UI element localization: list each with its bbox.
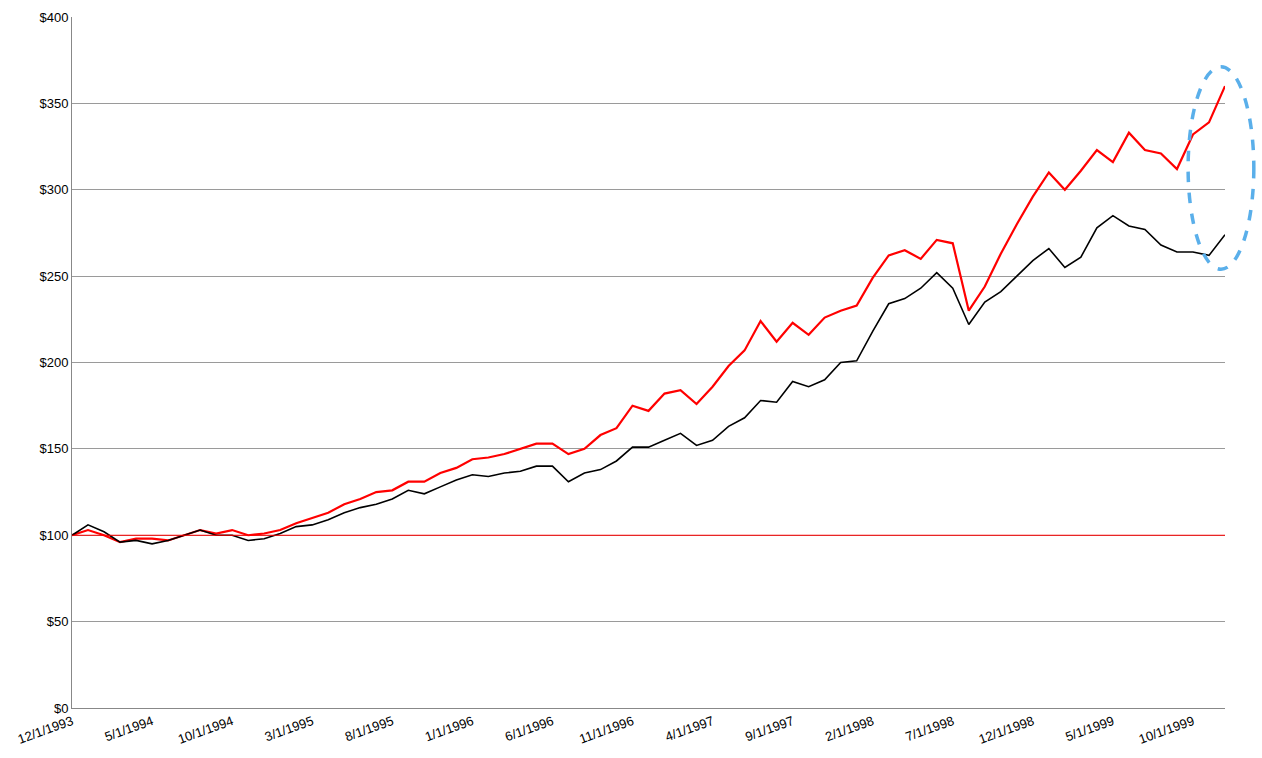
svg-text:5/1/1999: 5/1/1999 [1063,713,1116,744]
svg-text:$250: $250 [39,269,68,284]
svg-text:11/1/1996: 11/1/1996 [577,713,636,747]
svg-text:7/1/1998: 7/1/1998 [903,713,956,744]
svg-text:10/1/1994: 10/1/1994 [176,713,235,747]
svg-text:12/1/1993: 12/1/1993 [16,713,75,747]
svg-text:1/1/1996: 1/1/1996 [423,713,476,744]
svg-text:$300: $300 [39,182,68,197]
svg-text:$200: $200 [39,355,68,370]
svg-text:$50: $50 [47,614,69,629]
svg-text:$350: $350 [39,96,68,111]
svg-text:10/1/1999: 10/1/1999 [1137,713,1196,747]
svg-text:3/1/1995: 3/1/1995 [263,713,316,744]
svg-text:9/1/1997: 9/1/1997 [743,713,796,744]
svg-text:$150: $150 [39,441,68,456]
svg-text:$100: $100 [39,528,68,543]
svg-text:8/1/1995: 8/1/1995 [343,713,396,744]
svg-text:4/1/1997: 4/1/1997 [663,713,716,744]
svg-text:2/1/1998: 2/1/1998 [823,713,876,744]
svg-text:$400: $400 [39,10,68,25]
svg-text:5/1/1994: 5/1/1994 [103,713,156,744]
svg-text:6/1/1996: 6/1/1996 [503,713,556,744]
svg-text:12/1/1998: 12/1/1998 [977,713,1036,747]
svg-text:$0: $0 [54,701,68,716]
